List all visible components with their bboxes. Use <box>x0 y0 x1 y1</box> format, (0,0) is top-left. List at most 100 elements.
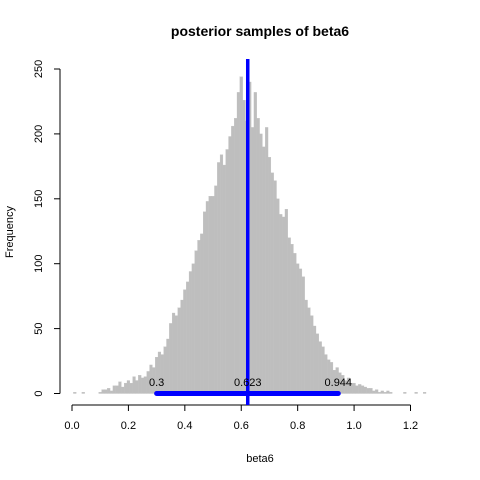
histogram-bar <box>208 196 212 394</box>
histogram-bar <box>366 388 370 394</box>
posterior-summary: 0.3 0.623 0.944 <box>149 59 352 405</box>
histogram-bar <box>73 392 77 394</box>
y-axis: 0 50 100 150 200 250 <box>33 60 61 397</box>
histogram-bar <box>234 118 238 394</box>
histogram-bar <box>423 392 427 394</box>
interval-annotation: 0.3 <box>149 377 164 389</box>
x-tick-label: 0.4 <box>177 420 192 432</box>
histogram-bar <box>242 100 246 394</box>
histogram-bar <box>143 376 147 394</box>
histogram-bar <box>403 392 407 394</box>
histogram-bar <box>315 333 319 394</box>
interval-annotation: 0.944 <box>325 377 353 389</box>
histogram-bar <box>253 92 257 394</box>
histogram-bar <box>174 315 178 394</box>
x-tick-label: 0.0 <box>64 420 79 432</box>
histogram-bar <box>259 133 263 394</box>
histogram-bar <box>250 127 255 394</box>
histogram-bar <box>115 385 119 394</box>
histogram-bar <box>109 390 114 394</box>
histogram-bar <box>183 289 187 394</box>
histogram-bar <box>200 233 204 394</box>
histogram-bar <box>383 392 387 394</box>
histogram-bar <box>186 281 190 394</box>
x-tick-label: 0.2 <box>121 420 136 432</box>
histogram-bar <box>98 392 102 394</box>
histogram-bar <box>177 307 181 394</box>
histogram-bar <box>166 338 170 394</box>
y-tick-label: 200 <box>33 125 45 143</box>
y-tick-label: 100 <box>33 255 45 273</box>
histogram-bar <box>290 244 294 394</box>
chart-title: posterior samples of beta6 <box>171 23 349 39</box>
histogram-bar <box>191 263 195 394</box>
histogram-bar <box>129 382 133 394</box>
histogram-bar <box>377 392 382 394</box>
histogram-bar <box>296 263 300 394</box>
histogram-bar <box>124 382 128 394</box>
histogram-bar <box>414 392 418 394</box>
histogram-bar <box>313 325 317 394</box>
histogram-bar <box>352 382 356 394</box>
histogram-bar <box>188 271 193 394</box>
histogram-bar <box>197 240 201 394</box>
histogram-bar <box>287 237 291 394</box>
histogram-bar <box>267 157 272 394</box>
histogram-bar <box>118 381 122 394</box>
histogram-bar <box>239 76 243 394</box>
x-axis: 0.0 0.2 0.4 0.6 0.8 1.0 1.2 <box>64 404 418 432</box>
histogram-bar <box>380 390 384 394</box>
x-tick-label: 1.2 <box>403 420 418 432</box>
histogram-bar <box>389 392 393 394</box>
histogram-bar <box>194 250 198 394</box>
histogram-bar <box>135 380 139 394</box>
histogram-bar <box>107 388 111 394</box>
histogram-bar <box>307 307 311 394</box>
y-tick-label: 50 <box>33 322 45 334</box>
histogram-bar <box>304 299 308 394</box>
histogram-bar <box>132 376 136 394</box>
x-axis-label: beta6 <box>246 453 274 465</box>
x-tick-label: 0.6 <box>234 420 249 432</box>
histogram-bar <box>360 385 365 394</box>
histogram-bar <box>203 211 207 394</box>
histogram-bar <box>169 323 173 394</box>
histogram-bar <box>171 312 176 394</box>
histogram-bar <box>284 209 288 394</box>
histogram-bar <box>214 185 218 394</box>
histogram-bar <box>231 125 235 394</box>
histogram-bar <box>228 136 232 394</box>
x-tick-label: 1.0 <box>346 420 361 432</box>
histogram-bar <box>355 385 359 394</box>
histogram-bar <box>138 375 142 394</box>
histogram-bar <box>273 180 277 394</box>
histogram-bar <box>318 341 322 394</box>
histogram-bar <box>205 201 209 394</box>
histogram-bar <box>310 315 314 394</box>
histogram-bar <box>112 385 116 394</box>
x-tick-label: 0.8 <box>290 420 305 432</box>
histogram-bar <box>369 388 373 394</box>
histogram-bar <box>211 196 215 394</box>
histogram-bar <box>219 154 224 394</box>
histogram-bar <box>217 162 221 394</box>
histogram-bar <box>298 268 303 394</box>
histogram-bar <box>81 392 85 394</box>
y-tick-label: 250 <box>33 60 45 78</box>
histogram-bar <box>180 299 184 394</box>
histogram-bar <box>281 216 286 394</box>
histogram-bar <box>222 164 226 394</box>
y-tick-label: 150 <box>33 190 45 208</box>
histogram-bar <box>358 384 362 394</box>
histogram-bar <box>101 389 105 394</box>
interval-annotation: 0.623 <box>234 377 262 389</box>
histogram-bar <box>276 198 280 394</box>
histogram-bar <box>126 380 130 394</box>
histogram-bar <box>270 172 274 394</box>
histogram-bar <box>256 118 260 394</box>
histogram-bars <box>73 76 427 394</box>
y-tick-label: 0 <box>33 390 45 396</box>
histogram-bar <box>293 253 297 394</box>
histogram-bar <box>236 92 240 394</box>
